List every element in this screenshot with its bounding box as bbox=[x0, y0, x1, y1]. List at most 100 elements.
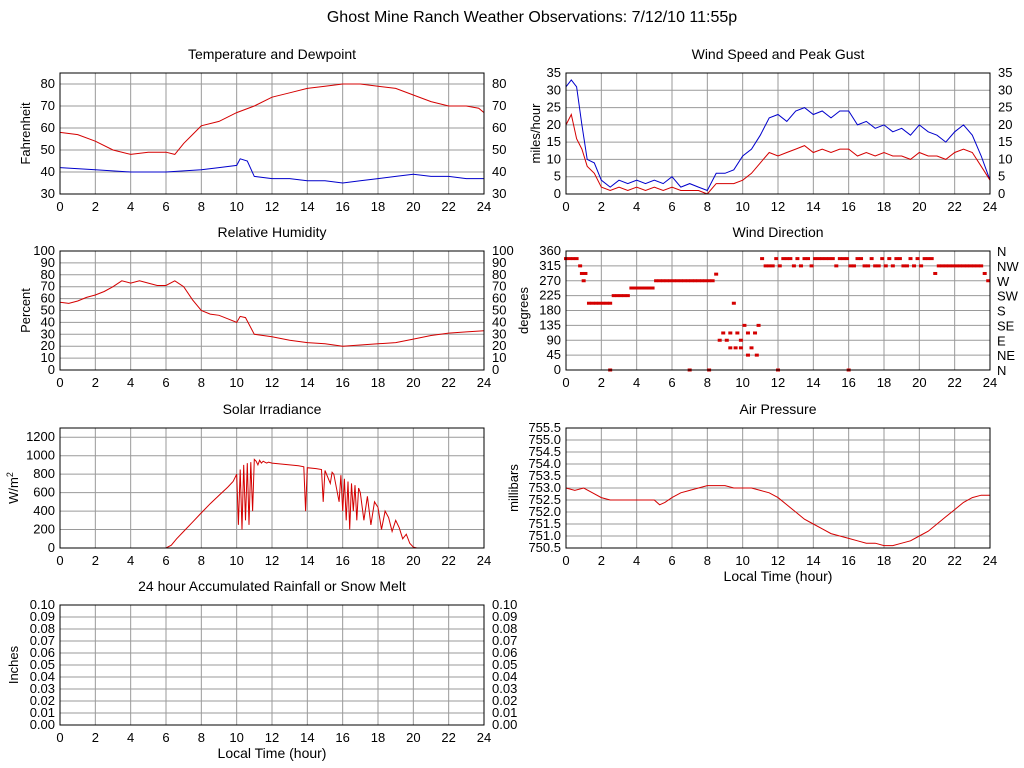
y-tick-label: 15 bbox=[547, 134, 561, 149]
y-tick-label: 755.0 bbox=[528, 432, 561, 447]
y-tick-label: 0.07 bbox=[30, 633, 55, 648]
x-tick-label: 6 bbox=[668, 553, 675, 568]
data-point bbox=[813, 257, 818, 261]
x-tick-label: 0 bbox=[562, 199, 569, 214]
data-point bbox=[844, 257, 849, 261]
data-point bbox=[583, 271, 588, 275]
data-point bbox=[608, 301, 613, 305]
data-point bbox=[837, 257, 842, 261]
data-point bbox=[834, 264, 839, 268]
data-point bbox=[859, 257, 864, 261]
plot-frame bbox=[59, 250, 485, 371]
data-point bbox=[731, 301, 736, 305]
page-title: Ghost Mine Ranch Weather Observations: 7… bbox=[327, 9, 737, 26]
data-point bbox=[594, 301, 599, 305]
data-point bbox=[664, 279, 669, 283]
x-tick-label: 24 bbox=[983, 553, 997, 568]
x-tick-label: 24 bbox=[477, 553, 491, 568]
data-point bbox=[738, 346, 743, 350]
y-tick-label: 0.01 bbox=[30, 705, 55, 720]
data-point bbox=[791, 264, 796, 268]
data-point bbox=[876, 264, 881, 268]
y-tick-label: 90 bbox=[547, 332, 561, 347]
plot-frame bbox=[59, 427, 485, 549]
data-point bbox=[866, 264, 871, 268]
data-point bbox=[721, 331, 726, 335]
plot-frame bbox=[565, 427, 991, 549]
y-tick-label: 5 bbox=[554, 169, 561, 184]
x-tick-label: 10 bbox=[229, 375, 243, 390]
x-tick-label: 16 bbox=[335, 199, 349, 214]
y-axis-label: W/m2 bbox=[5, 472, 21, 504]
x-tick-label: 12 bbox=[265, 375, 279, 390]
y-tick-label: 45 bbox=[547, 347, 561, 362]
x-tick-label: 10 bbox=[735, 553, 749, 568]
y-tick-label: 20 bbox=[41, 338, 55, 353]
x-tick-label: 10 bbox=[229, 553, 243, 568]
x-tick-label: 6 bbox=[162, 199, 169, 214]
y-tick-label-right: 20 bbox=[998, 117, 1012, 132]
x-tick-label: 8 bbox=[704, 199, 711, 214]
x-tick-label: 16 bbox=[335, 375, 349, 390]
data-point bbox=[972, 264, 977, 268]
data-point bbox=[650, 286, 655, 290]
y-tick-label-right: 0.09 bbox=[492, 609, 517, 624]
y-tick-label: 135 bbox=[539, 317, 561, 332]
x-tick-label: 6 bbox=[162, 375, 169, 390]
y-axis-label-text: Inches bbox=[6, 645, 21, 684]
data-point bbox=[986, 279, 991, 283]
data-point bbox=[571, 257, 576, 261]
y-tick-label: 70 bbox=[41, 98, 55, 113]
y-tick-label: 0.00 bbox=[30, 717, 55, 732]
data-point bbox=[586, 301, 591, 305]
data-point bbox=[770, 264, 775, 268]
x-tick-label: 12 bbox=[771, 199, 785, 214]
data-point bbox=[897, 257, 902, 261]
y-tick-label: 0.04 bbox=[30, 669, 55, 684]
data-point bbox=[724, 338, 729, 342]
y-tick-label-right: SW bbox=[997, 289, 1019, 304]
x-tick-label: 20 bbox=[406, 375, 420, 390]
data-point bbox=[579, 271, 584, 275]
y-tick-label: 753.5 bbox=[528, 468, 561, 483]
y-tick-label: 0 bbox=[48, 540, 55, 555]
y-tick-label: 50 bbox=[41, 303, 55, 318]
y-tick-label-right: 30 bbox=[492, 186, 506, 201]
x-tick-label: 4 bbox=[633, 375, 640, 390]
y-tick-label-right: 40 bbox=[492, 164, 506, 179]
data-point bbox=[933, 271, 938, 275]
y-tick-label-right: N bbox=[997, 244, 1006, 259]
x-tick-label: 8 bbox=[198, 730, 205, 745]
y-tick-label: 270 bbox=[539, 273, 561, 288]
y-axis-label: miles/hour bbox=[528, 103, 543, 164]
data-point bbox=[784, 257, 789, 261]
data-point bbox=[961, 264, 966, 268]
x-tick-label: 0 bbox=[56, 553, 63, 568]
data-point bbox=[625, 294, 630, 298]
y-tick-label: 0.03 bbox=[30, 681, 55, 696]
data-point bbox=[717, 338, 722, 342]
data-point bbox=[622, 294, 627, 298]
data-point bbox=[823, 257, 828, 261]
y-tick-label: 754.5 bbox=[528, 444, 561, 459]
data-point bbox=[904, 264, 909, 268]
data-point bbox=[639, 286, 644, 290]
data-point bbox=[671, 279, 676, 283]
y-tick-label: 30 bbox=[41, 326, 55, 341]
y-axis-label: millibars bbox=[506, 464, 521, 512]
x-tick-label: 14 bbox=[300, 553, 314, 568]
x-tick-label: 24 bbox=[477, 730, 491, 745]
data-point bbox=[767, 264, 772, 268]
data-point bbox=[661, 279, 666, 283]
data-point bbox=[929, 257, 934, 261]
data-point bbox=[873, 264, 878, 268]
y-tick-label-right: 60 bbox=[492, 291, 506, 306]
chart-title: Temperature and Dewpoint bbox=[188, 46, 356, 62]
y-tick-label-right: 0.04 bbox=[492, 669, 517, 684]
data-point bbox=[788, 257, 793, 261]
x-tick-label: 24 bbox=[983, 199, 997, 214]
x-tick-label: 6 bbox=[668, 375, 675, 390]
